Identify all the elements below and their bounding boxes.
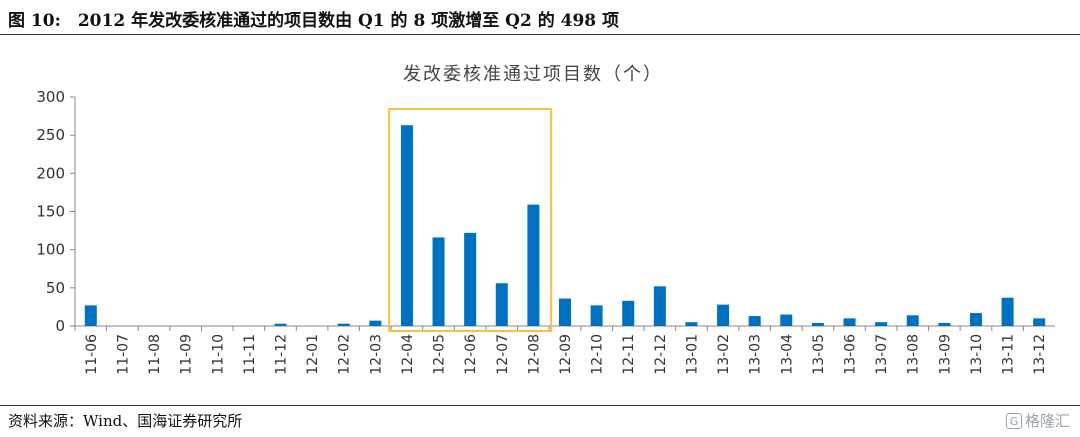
x-tick-label: 13-08 <box>906 334 922 375</box>
bottom-divider <box>0 405 1080 406</box>
y-tick-label: 250 <box>36 126 65 144</box>
x-tick-label: 11-11 <box>242 334 258 375</box>
x-tick-label: 13-07 <box>874 334 890 375</box>
top-divider <box>0 34 1080 35</box>
bar-12-02 <box>337 323 350 326</box>
x-tick-label: 12-02 <box>337 334 353 375</box>
x-tick-label: 12-09 <box>558 334 574 375</box>
x-tick-label: 13-02 <box>716 334 732 375</box>
x-tick-label: 11-12 <box>273 334 289 375</box>
x-tick-label: 13-10 <box>969 334 985 375</box>
x-tick-label: 13-05 <box>811 334 827 375</box>
bar-13-03 <box>748 316 761 326</box>
bar-13-07 <box>875 322 888 326</box>
x-tick-label: 12-08 <box>526 334 542 375</box>
x-tick-label: 12-04 <box>400 334 416 375</box>
x-tick-label: 13-06 <box>843 334 859 375</box>
x-tick-label: 11-09 <box>179 334 195 375</box>
bar-12-11 <box>622 300 635 326</box>
bar-12-10 <box>590 305 603 326</box>
x-tick-label: 11-07 <box>115 334 131 375</box>
y-tick-label: 100 <box>36 241 65 259</box>
watermark: G 格隆汇 <box>1005 410 1070 431</box>
x-tick-label: 12-10 <box>590 334 606 375</box>
bar-13-06 <box>843 318 856 326</box>
x-tick-label: 11-08 <box>147 334 163 375</box>
bar-13-09 <box>938 322 951 326</box>
bar-12-07 <box>495 283 508 326</box>
y-axis: 0 50 100 150 200 250 300 <box>36 88 76 335</box>
x-tick-label: 12-07 <box>495 334 511 375</box>
x-tick-label: 13-09 <box>937 334 953 375</box>
x-tick-label: 11-10 <box>210 334 226 375</box>
figure-title: 图 10: 2012 年发改委核准通过的项目数由 Q1 的 8 项激增至 Q2 … <box>8 11 620 31</box>
source-note: 资料来源：Wind、国海证券研究所 <box>8 412 243 430</box>
bar-12-03 <box>369 320 382 326</box>
bar-11-12 <box>274 323 287 326</box>
chart-title: 发改委核准通过项目数（个） <box>403 64 663 85</box>
y-tick-label: 300 <box>36 88 65 106</box>
x-tick-label: 12-05 <box>432 334 448 375</box>
bar-13-04 <box>780 314 793 326</box>
x-tick-label: 12-06 <box>463 334 479 375</box>
bar-series <box>84 125 1046 326</box>
highlight-box <box>388 108 553 332</box>
bar-12-06 <box>464 232 477 326</box>
bar-12-04 <box>400 125 413 326</box>
bar-12-05 <box>432 237 445 326</box>
bar-12-08 <box>527 204 540 326</box>
x-tick-label: 13-01 <box>684 334 700 375</box>
bar-12-09 <box>559 298 571 326</box>
y-tick-label: 0 <box>55 317 65 335</box>
bar-13-01 <box>685 322 698 326</box>
bar-13-02 <box>717 304 730 326</box>
bar-13-12 <box>1033 318 1046 326</box>
bar-13-10 <box>969 313 982 326</box>
x-axis: 11-06 11-07 11-08 11-09 11-10 11-11 11-12 12-01… <box>74 325 1055 375</box>
x-tick-label: 12-01 <box>305 334 321 375</box>
y-tick-label: 200 <box>36 164 65 182</box>
x-tick-label: 13-04 <box>779 334 795 375</box>
y-tick-label: 50 <box>46 279 65 297</box>
g-logo-icon: G <box>1005 412 1022 429</box>
x-tick-label: 13-03 <box>748 334 764 375</box>
bar-13-11 <box>1001 297 1014 326</box>
x-tick-label: 12-11 <box>621 334 637 375</box>
watermark-text: 格隆汇 <box>1024 412 1070 430</box>
x-tick-label: 12-12 <box>653 334 669 375</box>
bar-13-05 <box>811 322 824 326</box>
bar-13-08 <box>906 315 919 326</box>
x-tick-label: 13-12 <box>1032 334 1048 375</box>
bar-12-12 <box>653 286 666 326</box>
bar-11-06 <box>84 305 97 326</box>
x-tick-label: 13-11 <box>1001 334 1017 375</box>
x-tick-label: 11-06 <box>84 334 100 375</box>
x-tick-label: 12-03 <box>368 334 384 375</box>
y-tick-label: 150 <box>36 203 65 221</box>
